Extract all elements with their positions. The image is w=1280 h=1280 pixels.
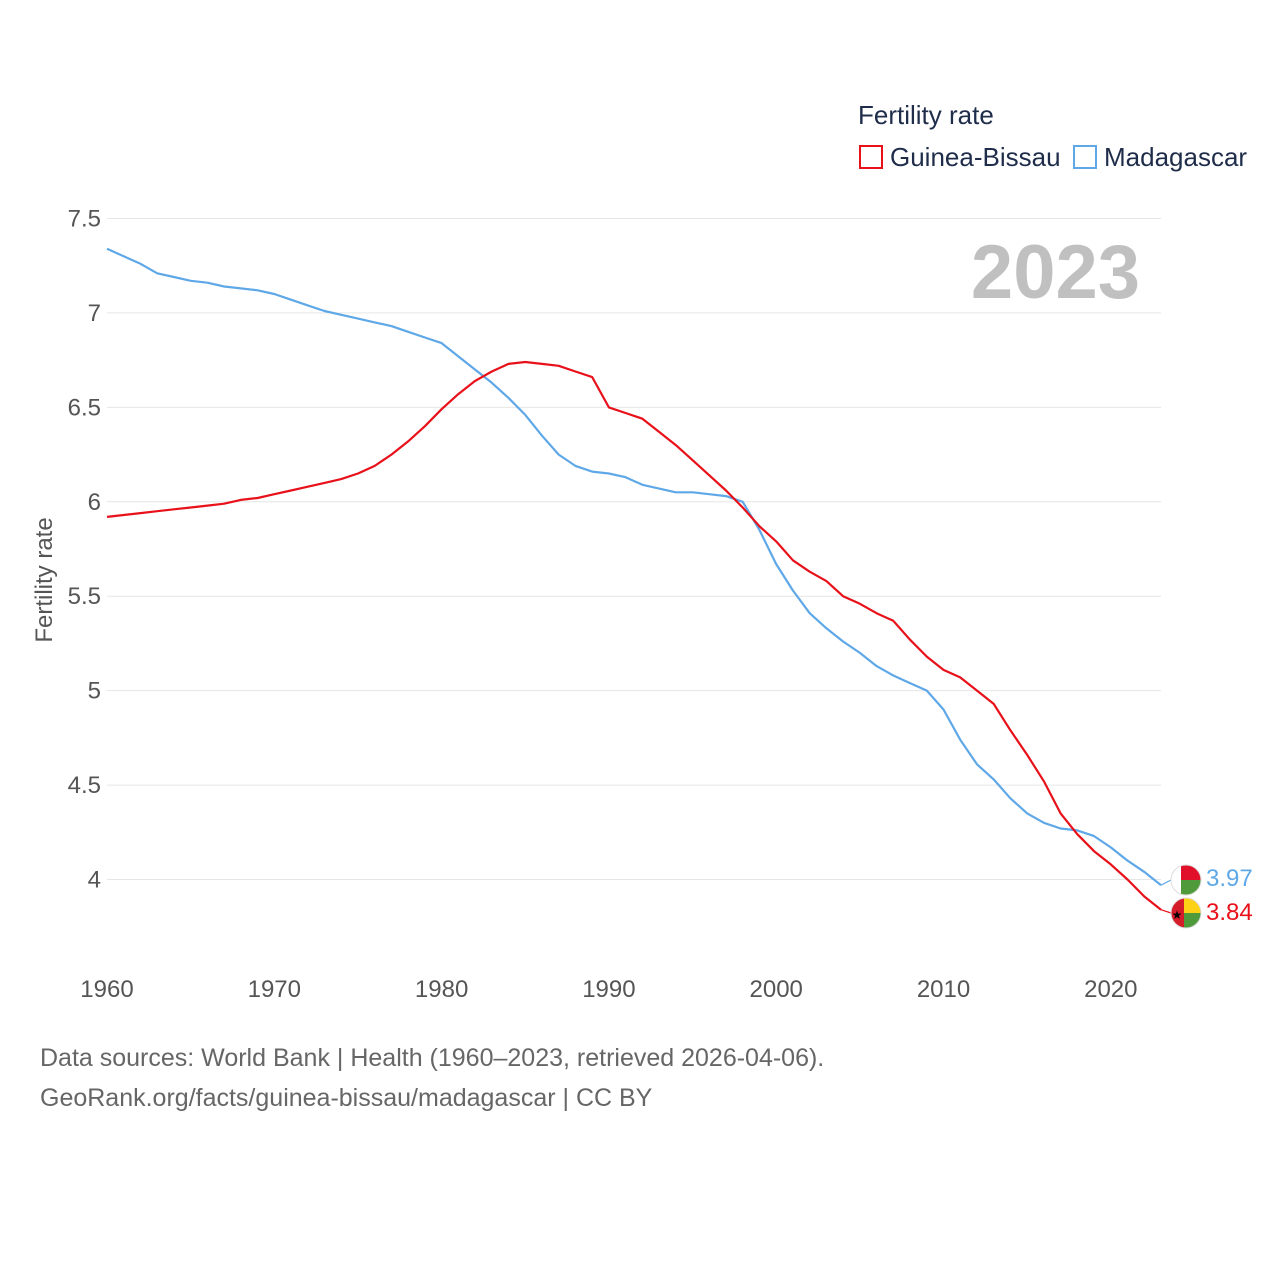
y-tick-label: 6 — [88, 489, 101, 516]
svg-text:★: ★ — [1172, 908, 1183, 922]
x-tick-label: 1960 — [80, 976, 133, 1003]
legend-swatch-madagascar[interactable] — [1073, 145, 1097, 169]
series-line-guinea-bissau[interactable] — [106, 360, 1162, 911]
legend-label-madagascar[interactable]: Madagascar — [1104, 142, 1247, 172]
guinea-bissau-flag-icon: ★ — [1170, 897, 1202, 929]
x-axis-ticks: 1960 1970 1980 1990 2000 2010 2020 — [80, 976, 1137, 1003]
y-tick-label: 7.5 — [68, 206, 101, 233]
series-line-madagascar[interactable] — [106, 247, 1162, 887]
x-tick-label: 2010 — [917, 976, 970, 1003]
x-tick-label: 2000 — [750, 976, 803, 1003]
footer-sources: Data sources: World Bank | Health (1960–… — [40, 1044, 825, 1072]
y-axis-label: Fertility rate — [31, 517, 58, 642]
y-tick-label: 4 — [88, 867, 101, 894]
y-tick-label: 7 — [88, 300, 101, 327]
y-tick-label: 6.5 — [68, 394, 101, 421]
end-connector — [1160, 909, 1172, 914]
y-tick-label: 5 — [88, 678, 101, 705]
x-tick-label: 1990 — [582, 976, 635, 1003]
series-lines — [106, 247, 1172, 914]
year-label: 2023 — [971, 230, 1140, 315]
y-axis-ticks: 4 4.5 5 5.5 6 6.5 7 7.5 — [68, 206, 101, 894]
footer-credit[interactable]: GeoRank.org/facts/guinea-bissau/madagasc… — [40, 1084, 653, 1112]
grid-lines — [107, 218, 1161, 880]
end-label-madagascar: 3.97 — [1206, 865, 1253, 892]
legend-label-guinea-bissau[interactable]: Guinea-Bissau — [890, 142, 1061, 172]
end-connector — [1160, 879, 1172, 886]
madagascar-flag-icon — [1170, 864, 1202, 896]
end-label-guinea-bissau: 3.84 — [1206, 899, 1253, 926]
y-tick-label: 5.5 — [68, 583, 101, 610]
x-tick-label: 2020 — [1084, 976, 1137, 1003]
legend: Fertility rate Guinea-Bissau Madagascar — [858, 100, 1247, 172]
y-tick-label: 4.5 — [68, 772, 101, 799]
x-tick-label: 1970 — [248, 976, 301, 1003]
legend-swatch-guinea-bissau[interactable] — [859, 145, 883, 169]
legend-title: Fertility rate — [858, 100, 994, 130]
x-tick-label: 1980 — [415, 976, 468, 1003]
